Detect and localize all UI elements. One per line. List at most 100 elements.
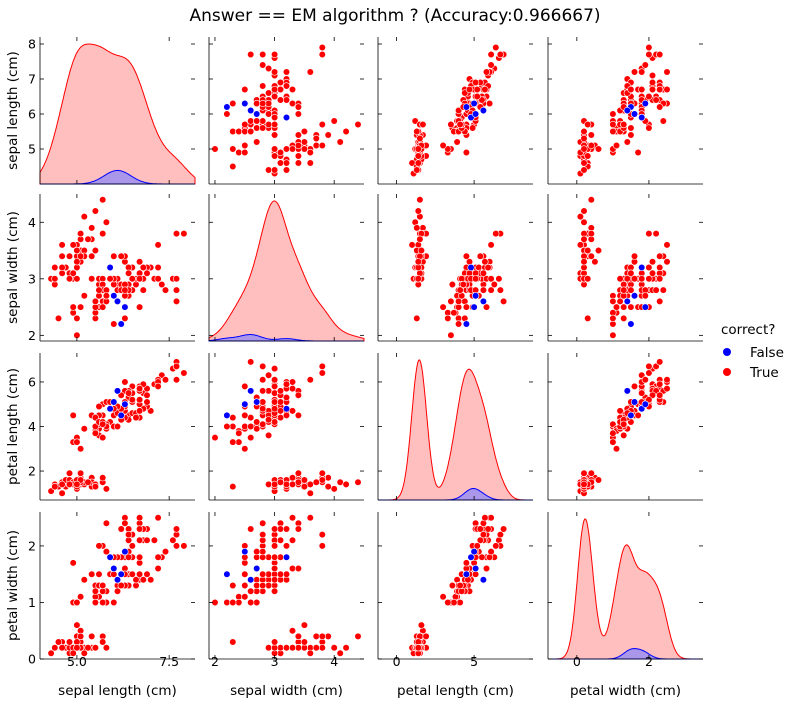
point-true [469,124,477,132]
x-tick-label: 2 [211,654,219,669]
point-true [259,420,267,428]
point-true [282,542,291,550]
point-true [620,286,628,294]
point-true [91,207,99,215]
x-axis-label: petal length (cm) [397,683,514,699]
point-true [235,148,243,157]
point-true [312,141,320,150]
point-true [51,483,59,491]
point-true [616,275,624,283]
point-false [121,547,129,556]
point-true [609,438,617,446]
point-true [106,275,114,283]
point-true [58,489,66,497]
panel-r1-c0: 2 3 4 [28,194,195,343]
point-true [125,269,133,277]
point-true [99,196,107,204]
point-true [136,553,144,561]
point-true [447,331,455,339]
point-true [136,396,144,404]
point-true [259,50,267,59]
point-true [128,396,136,404]
point-true [259,405,267,413]
point-true [300,138,309,146]
point-true [645,50,653,59]
point-true [88,252,96,260]
point-true [271,113,279,122]
point-true [414,275,422,283]
point-true [580,145,588,153]
point-true [172,542,181,550]
point-true [294,564,303,573]
point-true [450,598,458,607]
point-true [482,303,491,311]
point-true [113,422,122,431]
point-true [288,627,297,635]
point-true [95,542,103,550]
point-true [80,213,88,221]
point-true [472,78,480,87]
point-false [241,547,249,556]
point-true [318,120,326,129]
point-true [99,420,107,428]
point-true [73,438,81,446]
point-true [229,638,237,646]
point-true [496,50,505,59]
y-tick-label: 5 [28,142,36,157]
point-true [136,258,144,266]
point-true [65,275,74,283]
point-true [481,258,489,266]
point-true [306,514,314,522]
point-true [91,598,99,607]
point-true [271,398,279,406]
point-true [117,252,125,260]
point-true [342,480,350,489]
point-true [102,292,110,300]
point-false [638,263,646,272]
point-true [627,269,635,277]
point-true [102,485,110,493]
point-true [300,476,309,484]
point-true [154,241,162,249]
point-true [288,407,297,415]
point-false [247,106,255,115]
point-true [487,241,495,249]
point-true [587,131,595,139]
x-tick-label: 2 [645,654,653,669]
point-false [641,99,649,108]
point-true [416,196,424,204]
point-true [645,263,653,272]
panel-r1-c2 [377,194,533,342]
point-true [620,303,628,311]
point-true [110,598,118,607]
point-true [143,391,151,399]
point-true [259,362,267,371]
point-true [76,469,85,477]
point-true [481,514,489,522]
point-true [318,141,326,150]
point-false [113,297,122,306]
point-true [172,376,181,384]
point-true [136,303,144,311]
point-true [143,398,151,406]
point-true [487,547,495,556]
point-true [282,411,291,420]
point-true [300,145,309,153]
point-false [241,400,249,408]
point-false [638,113,646,122]
point-true [117,525,125,533]
point-true [282,380,291,388]
point-true [312,478,320,486]
point-true [495,275,503,283]
point-true [161,376,170,384]
point-true [247,525,255,533]
point-true [645,275,653,283]
point-true [500,525,508,533]
point-true [117,581,125,590]
point-false [467,553,475,561]
point-true [265,644,273,652]
point-true [99,434,107,442]
point-true [496,286,505,294]
